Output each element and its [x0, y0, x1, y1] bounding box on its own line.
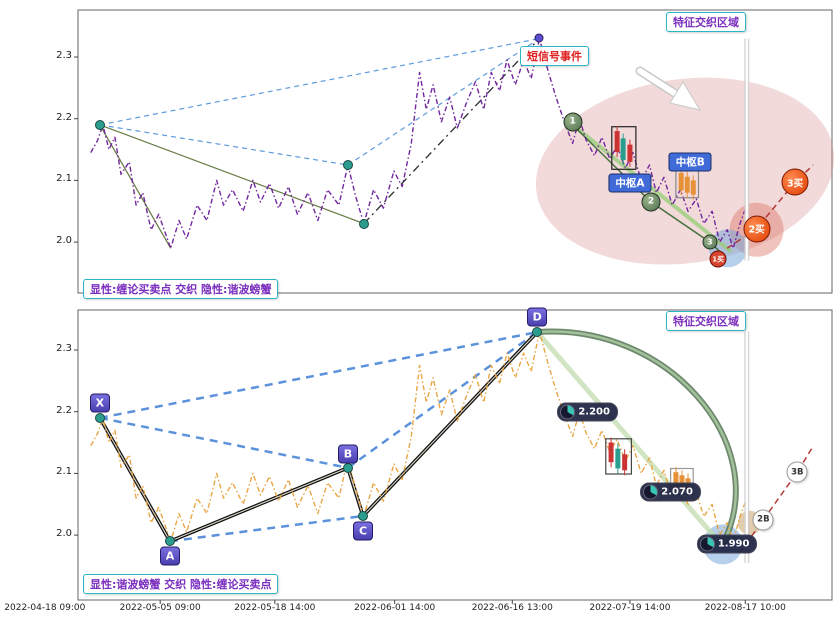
y-tick-label: 2.3: [56, 50, 72, 61]
pivot-label-b: 中枢B: [668, 152, 712, 172]
feature-region-label-top: 特征交织区域: [666, 12, 746, 32]
gauge-icon: [699, 536, 715, 552]
y-tick-label: 2.1: [56, 466, 72, 478]
point-3b: 3B: [786, 461, 808, 483]
price-capsule-value: 1.990: [717, 538, 750, 550]
signal-point-3: 3: [702, 234, 718, 250]
x-tick-label: 2022-08-17 10:00: [704, 603, 786, 613]
x-tick-label: 2022-06-01 14:00: [354, 603, 436, 613]
feature-region-label-bottom: 特征交织区域: [666, 311, 746, 331]
pivot-label-a: 中枢A: [608, 173, 652, 193]
point-x-dot: [94, 412, 105, 423]
x-tick-label: 2022-07-19 14:00: [589, 603, 671, 613]
price-capsule-2070: 2.070: [640, 482, 701, 502]
point-d-dot: [534, 33, 544, 43]
bottom-panel-caption: 显性:谐波螃蟹 交织 隐性:缠论买卖点: [83, 574, 279, 594]
harmonic-letter-c: C: [353, 521, 373, 541]
buy-point-2: 2买: [743, 215, 771, 243]
harmonic-letter-d: D: [527, 307, 548, 327]
point-c-dot: [358, 218, 369, 229]
point-a-dot: [164, 536, 175, 547]
y-tick-label: 2.0: [56, 528, 72, 540]
point-c-dot: [358, 510, 368, 521]
y-tick-label: 2.0: [56, 235, 72, 247]
price-capsule-2200: 2.200: [557, 402, 618, 422]
price-capsule-value: 2.200: [578, 406, 610, 418]
x-tick-label: 2022-05-05 09:00: [119, 603, 201, 613]
gauge-icon: [560, 404, 576, 420]
harmonic-letter-a: A: [159, 546, 180, 566]
point-x-dot: [94, 119, 105, 130]
x-tick-label: 2022-04-18 09:00: [4, 603, 86, 613]
y-tick-label: 2.3: [56, 343, 72, 354]
point-d-dot: [532, 327, 543, 338]
x-tick-label: 2022-05-18 14:00: [234, 603, 316, 613]
buy-point-1: 1买: [709, 250, 727, 268]
point-b-dot: [342, 159, 353, 170]
x-tick-label: 2022-06-16 13:00: [471, 603, 553, 613]
short-signal-event-label: 短信号事件: [520, 46, 589, 66]
price-capsule-1990: 1.990: [696, 534, 758, 554]
top-panel-caption: 显性:缠论买卖点 交织 隐性:谐波螃蟹: [83, 279, 279, 299]
gauge-icon: [643, 484, 659, 500]
signal-point-2: 2: [641, 192, 661, 212]
buy-point-3: 3买: [781, 168, 809, 196]
point-b-dot: [342, 462, 353, 473]
harmonic-letter-b: B: [337, 444, 358, 464]
y-tick-label: 2.2: [56, 111, 72, 123]
y-tick-label: 2.1: [56, 173, 72, 185]
signal-point-1: 1: [563, 112, 583, 132]
y-tick-label: 2.2: [56, 404, 72, 416]
price-capsule-value: 2.070: [661, 486, 693, 498]
point-2b: 2B: [752, 509, 774, 531]
harmonic-letter-x: X: [89, 393, 110, 413]
